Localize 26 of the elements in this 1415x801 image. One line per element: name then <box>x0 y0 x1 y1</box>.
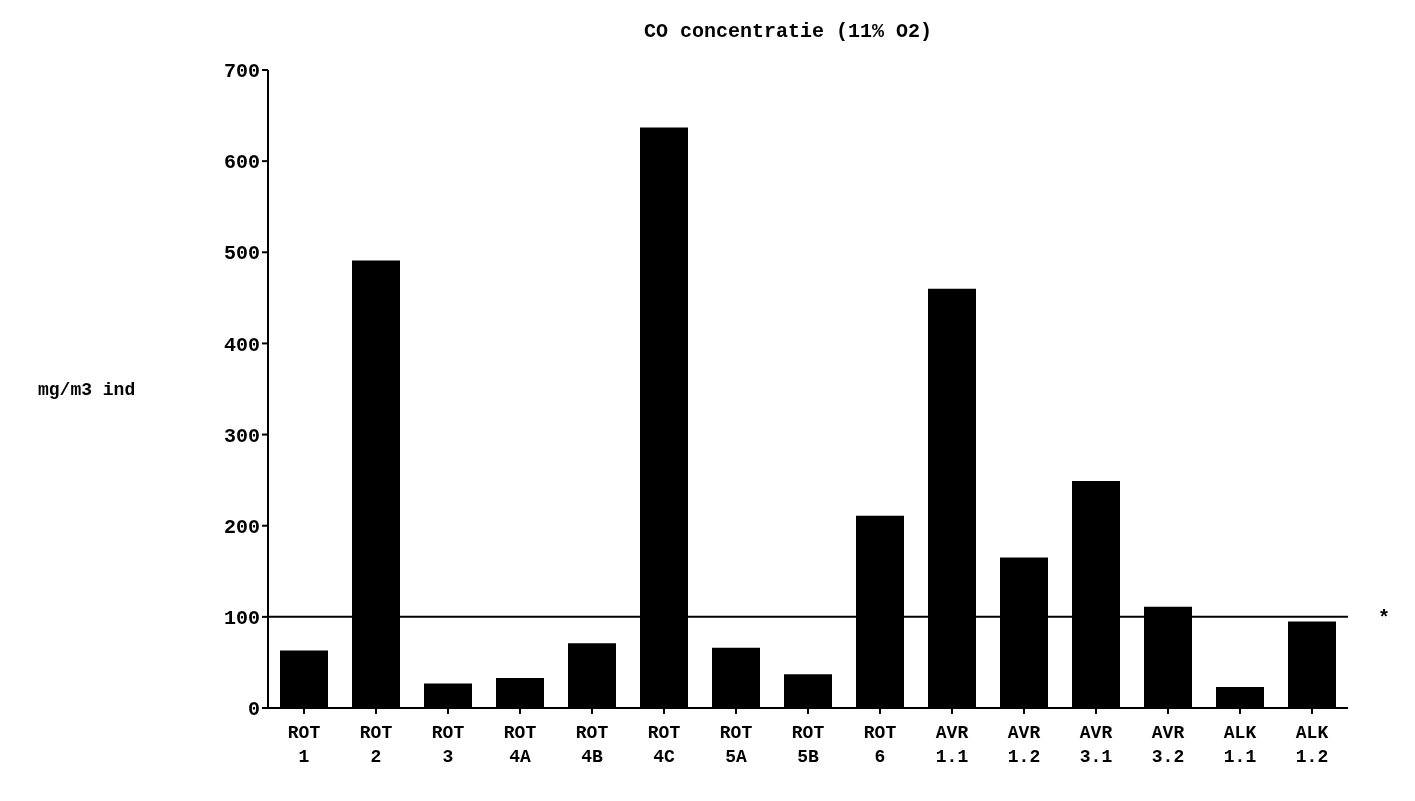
y-tick-label: 600 <box>223 151 260 175</box>
x-tick-label: ROT 5B <box>791 723 825 767</box>
x-tick-label: ROT 4C <box>647 723 681 767</box>
y-axis-title: mg/m3 ind <box>38 380 136 400</box>
x-tick-label: AVR 1.2 <box>1007 723 1041 767</box>
x-tick-label: ROT 5A <box>719 723 753 767</box>
chart-title: CO concentratie (11% O2) <box>642 20 933 43</box>
y-tick-label: 300 <box>223 424 260 448</box>
y-tick-label: 100 <box>223 606 260 630</box>
x-tick-label: ALK 1.2 <box>1295 723 1329 767</box>
x-tick-label: ROT 1 <box>287 723 321 767</box>
x-tick-label: ALK 1.1 <box>1223 723 1257 767</box>
x-tick-label: AVR 3.1 <box>1079 723 1113 767</box>
x-tick-label: ROT 4A <box>503 723 537 767</box>
x-tick-label: AVR 1.1 <box>935 723 969 767</box>
y-tick-label: 200 <box>223 515 260 539</box>
x-tick-label: ROT 6 <box>863 723 897 767</box>
y-tick-label: 400 <box>223 333 260 357</box>
x-tick-label: ROT 4B <box>575 723 609 767</box>
x-tick-label: ROT 2 <box>359 723 393 767</box>
x-tick-label: AVR 3.2 <box>1151 723 1185 767</box>
x-tick-label: ROT 3 <box>431 723 465 767</box>
y-tick-label: 500 <box>223 242 260 266</box>
ref-line-label: * <box>1378 606 1391 630</box>
y-tick-label: 0 <box>247 698 260 722</box>
y-tick-label: 700 <box>223 60 260 84</box>
